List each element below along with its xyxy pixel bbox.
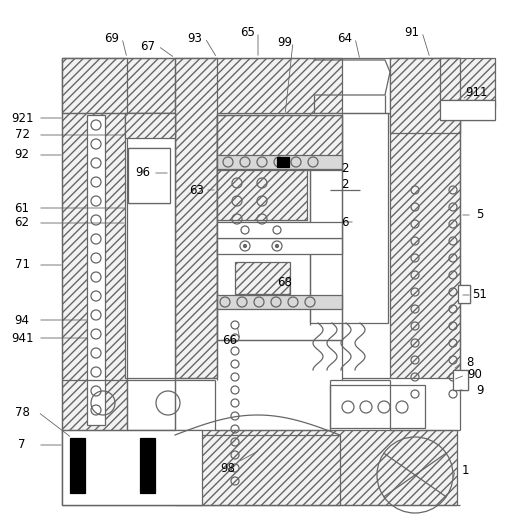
Text: 72: 72 [15, 129, 29, 142]
Bar [440, 58, 495, 108]
Bar [310, 113, 388, 323]
Text: 63: 63 [190, 183, 204, 197]
Bar [87, 115, 105, 425]
Bar [217, 222, 342, 238]
Text: 5: 5 [476, 209, 484, 221]
Text: 64: 64 [338, 32, 352, 44]
Text: 6: 6 [341, 216, 349, 229]
Bar [62, 58, 342, 113]
Text: 7: 7 [18, 438, 26, 452]
Text: 68: 68 [277, 276, 293, 288]
Text: 94: 94 [15, 314, 29, 327]
Bar [140, 438, 155, 493]
Circle shape [275, 245, 278, 248]
Bar [217, 115, 342, 170]
Text: 93: 93 [188, 32, 202, 44]
Bar [330, 385, 425, 428]
Text: 2: 2 [341, 161, 349, 174]
Text: 9: 9 [476, 384, 484, 396]
Bar [390, 58, 460, 378]
Text: 911: 911 [466, 86, 488, 100]
Text: 66: 66 [223, 334, 237, 346]
Text: 8: 8 [466, 356, 474, 368]
Text: 61: 61 [15, 201, 29, 214]
Bar [62, 430, 202, 505]
Bar [62, 58, 127, 433]
Bar [217, 170, 307, 220]
Text: 90: 90 [467, 368, 483, 382]
Text: 78: 78 [15, 405, 29, 418]
Text: 91: 91 [405, 25, 419, 38]
Bar [62, 430, 457, 505]
Text: 69: 69 [104, 32, 120, 44]
Text: 65: 65 [240, 25, 256, 38]
Bar [217, 115, 342, 340]
Bar [175, 58, 217, 378]
Text: 67: 67 [140, 40, 156, 53]
Bar [217, 115, 342, 340]
Bar [70, 438, 85, 493]
Text: 96: 96 [135, 167, 151, 180]
Circle shape [243, 245, 246, 248]
Bar [390, 58, 460, 133]
Bar [440, 100, 495, 120]
Text: 921: 921 [11, 112, 33, 124]
Bar [453, 370, 468, 390]
Bar [458, 285, 470, 303]
Bar [277, 157, 289, 167]
Text: 71: 71 [15, 259, 29, 271]
Text: 62: 62 [15, 217, 29, 229]
Bar [217, 155, 342, 169]
Bar [125, 113, 175, 138]
Text: 99: 99 [277, 35, 293, 48]
Text: 92: 92 [15, 149, 29, 161]
Bar [125, 113, 175, 378]
Bar [235, 262, 290, 294]
Bar [175, 435, 340, 505]
Bar [128, 148, 170, 203]
Text: 941: 941 [11, 331, 33, 345]
Bar [217, 295, 342, 309]
Text: 2: 2 [341, 179, 349, 191]
Text: 98: 98 [221, 462, 235, 474]
Bar [217, 238, 342, 254]
Text: 51: 51 [473, 288, 487, 301]
Text: 1: 1 [461, 464, 469, 476]
